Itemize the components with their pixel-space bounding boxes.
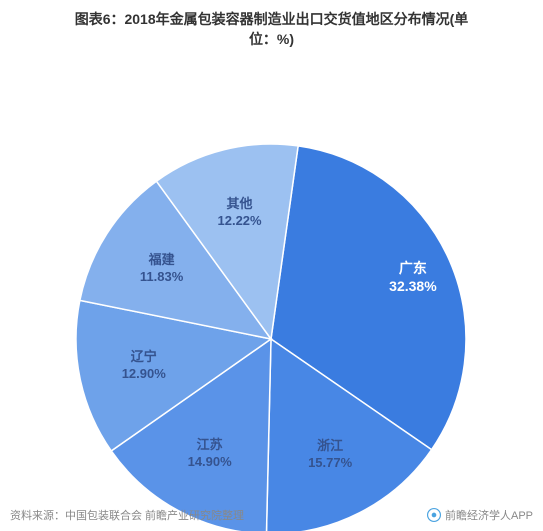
slice-name: 江苏	[188, 437, 232, 454]
slice-label: 其他12.22%	[218, 196, 262, 230]
slice-percent: 14.90%	[188, 454, 232, 471]
footer-brand-text: 前瞻经济学人APP	[445, 507, 533, 523]
brand-logo-icon	[427, 508, 441, 522]
title-line1: 图表6：2018年金属包装容器制造业出口交货值地区分布情况(单	[75, 11, 469, 27]
slice-name: 其他	[218, 196, 262, 213]
pie-chart: 广东32.38% 浙江15.77% 江苏14.90% 辽宁12.90% 福建11.83%…	[0, 49, 543, 531]
slice-label: 福建11.83%	[140, 252, 183, 286]
slice-label: 辽宁12.90%	[122, 349, 166, 383]
slice-label: 浙江15.77%	[308, 438, 352, 472]
slice-percent: 32.38%	[389, 277, 436, 295]
title-line2: 位：%)	[249, 31, 294, 47]
footer-brand: 前瞻经济学人APP	[427, 507, 533, 523]
slice-name: 福建	[140, 252, 183, 269]
pie-svg	[0, 49, 543, 531]
slice-name: 浙江	[308, 438, 352, 455]
slice-percent: 15.77%	[308, 455, 352, 472]
slice-percent: 11.83%	[140, 269, 183, 286]
slice-name: 辽宁	[122, 349, 166, 366]
chart-title: 图表6：2018年金属包装容器制造业出口交货值地区分布情况(单 位：%)	[0, 0, 543, 49]
slice-label: 江苏14.90%	[188, 437, 232, 471]
slice-percent: 12.22%	[218, 213, 262, 230]
slice-percent: 12.90%	[122, 366, 166, 383]
chart-footer: 资料来源：中国包装联合会 前瞻产业研究院整理 前瞻经济学人APP	[10, 507, 533, 523]
slice-name: 广东	[389, 259, 436, 277]
footer-source: 资料来源：中国包装联合会 前瞻产业研究院整理	[10, 507, 244, 523]
slice-label: 广东32.38%	[389, 259, 436, 295]
